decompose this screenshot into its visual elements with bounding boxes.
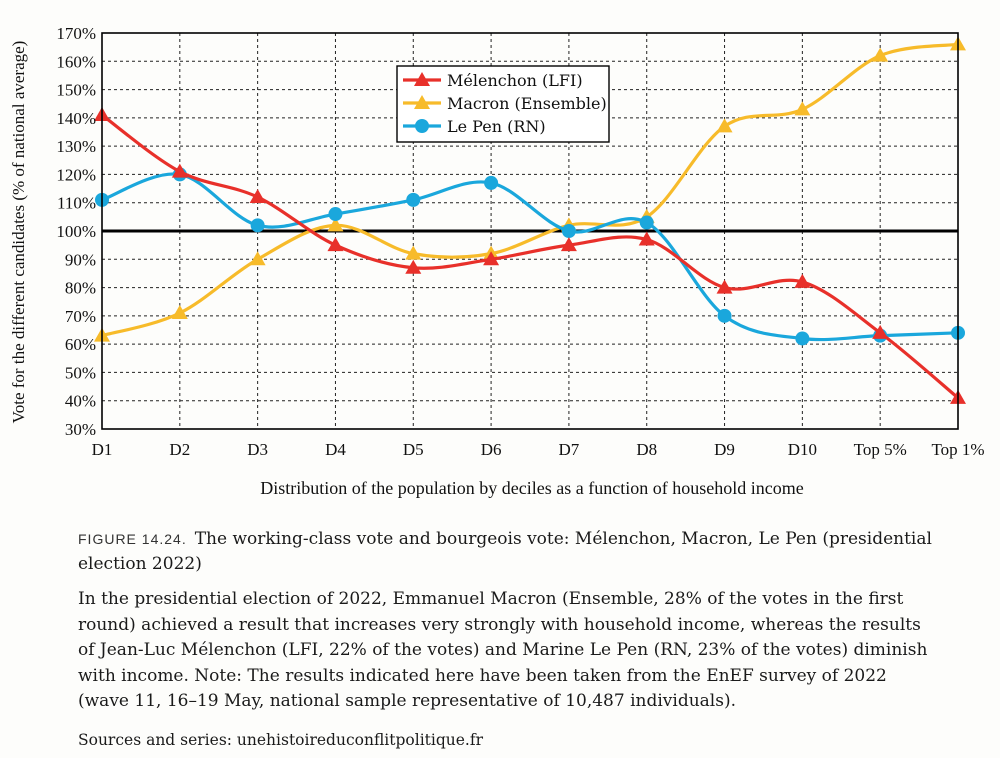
- data-point-macron: [249, 251, 266, 266]
- y-tick-label: 40%: [65, 392, 96, 411]
- x-tick-label: D7: [559, 440, 580, 459]
- y-tick-label: 60%: [65, 335, 96, 354]
- x-tick-label: D9: [714, 440, 735, 459]
- y-tick-label: 160%: [56, 52, 96, 71]
- figure-source: Sources and series: unehistoireduconflit…: [78, 731, 483, 749]
- data-point-macron: [327, 217, 344, 232]
- x-tick-label: D3: [247, 440, 268, 459]
- y-tick-label: 100%: [56, 222, 96, 241]
- data-point-melenchon: [327, 237, 344, 252]
- data-point-melenchon: [638, 231, 655, 246]
- series-line-le: [101, 172, 959, 342]
- data-point-le: [484, 175, 499, 190]
- x-tick-label: D10: [788, 440, 817, 459]
- legend-swatch-marker: [415, 119, 429, 133]
- legend-swatch-marker: [414, 72, 430, 86]
- data-point-le: [795, 331, 810, 346]
- data-point-melenchon: [560, 237, 577, 252]
- legend-label: Macron (Ensemble): [447, 94, 607, 113]
- x-tick-label: D5: [403, 440, 424, 459]
- line-chart: 30% 40% 50% 60% 70% 80% 90% 100% 110% 120% 130% 140…: [9, 24, 985, 498]
- data-point-melenchon: [249, 189, 266, 204]
- figure-description: In the presidential election of 2022, Em…: [78, 589, 928, 711]
- y-tick-label: 130%: [56, 137, 96, 156]
- x-tick-label: D8: [636, 440, 657, 459]
- data-point-macron: [405, 245, 422, 260]
- y-tick-label: 80%: [65, 279, 96, 298]
- data-point-melenchon: [405, 259, 422, 274]
- x-axis-label: Distribution of the population by decile…: [260, 478, 803, 498]
- x-tick-label: D1: [92, 440, 113, 459]
- legend-label: Mélenchon (LFI): [447, 71, 583, 90]
- plot-frame: [101, 32, 959, 430]
- y-tick-label: 150%: [56, 81, 96, 100]
- data-point-melenchon: [872, 324, 889, 339]
- data-point-macron: [794, 101, 811, 116]
- data-point-melenchon: [716, 279, 733, 294]
- data-point-le: [328, 207, 343, 222]
- data-point-le: [717, 308, 732, 323]
- data-point-melenchon: [794, 273, 811, 288]
- series-lines: [94, 36, 966, 404]
- x-tick-label: D4: [325, 440, 346, 459]
- figure-label: FIGURE 14.24.: [78, 531, 187, 547]
- data-point-macron: [716, 118, 733, 133]
- data-point-le: [561, 224, 576, 238]
- legend-swatch-marker: [414, 95, 430, 109]
- x-tick-label: D2: [169, 440, 190, 459]
- y-tick-label: 110%: [57, 194, 96, 213]
- figure-title-text: The working-class vote and bourgeois vot…: [78, 529, 932, 574]
- y-tick-label: 30%: [65, 420, 96, 439]
- y-tick-label: 120%: [56, 165, 96, 184]
- series-line-melenchon: [101, 113, 960, 400]
- x-tick-label: Top 5%: [854, 440, 907, 459]
- y-tick-label: 50%: [65, 363, 96, 382]
- legend-label: Le Pen (RN): [447, 117, 546, 136]
- data-point-macron: [872, 47, 889, 62]
- y-tick-label: 90%: [65, 250, 96, 269]
- data-point-le: [406, 192, 421, 207]
- figure-title: FIGURE 14.24. The working-class vote and …: [78, 527, 938, 577]
- data-point-le: [250, 218, 265, 233]
- data-point-melenchon: [483, 251, 500, 266]
- data-point-macron: [171, 305, 188, 320]
- data-point-le: [639, 215, 654, 230]
- x-tick-label: D6: [481, 440, 502, 459]
- legend: Mélenchon (LFI) Macron (Ensemble) Le Pen (…: [396, 65, 610, 143]
- x-tick-label: Top 1%: [931, 440, 984, 459]
- y-tick-label: 140%: [56, 109, 96, 128]
- y-axis-label: Vote for the different candidates (% of …: [9, 41, 28, 424]
- y-tick-label: 70%: [65, 307, 96, 326]
- data-point-melenchon: [171, 163, 188, 178]
- y-tick-label: 170%: [56, 24, 96, 43]
- axes: 30% 40% 50% 60% 70% 80% 90% 100% 110% 120% 130% 140…: [56, 24, 984, 459]
